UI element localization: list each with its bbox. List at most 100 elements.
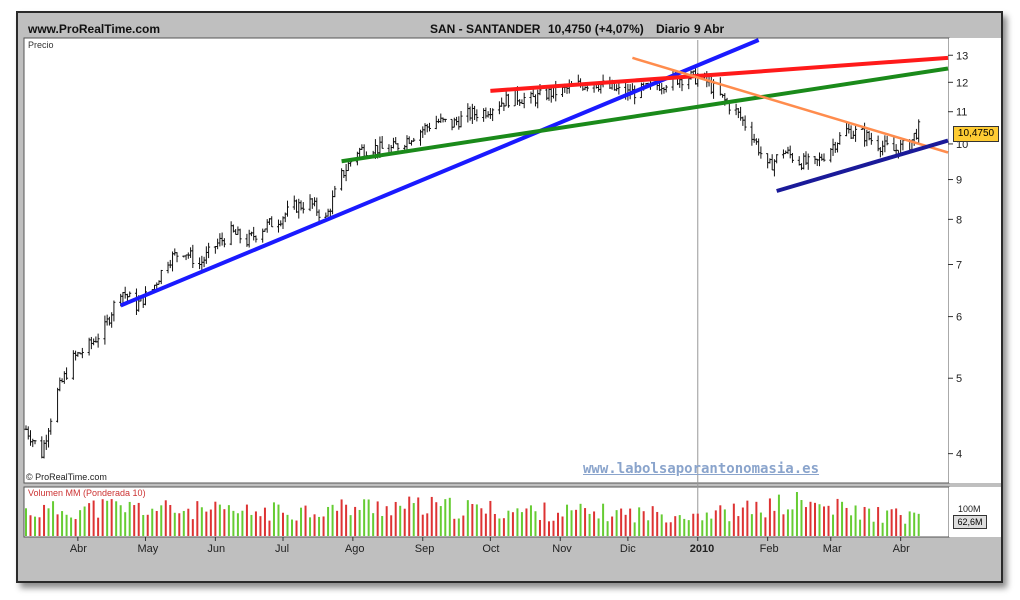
volume-bar <box>291 519 294 536</box>
volume-bar <box>633 522 636 536</box>
volume-bar <box>786 509 789 536</box>
volume-bar <box>187 508 190 536</box>
volume-bar <box>818 504 821 536</box>
volume-bar <box>714 510 717 536</box>
volume-bar <box>489 500 492 536</box>
volume-bar <box>579 503 582 536</box>
volume-bar <box>340 499 343 536</box>
volume-bar <box>692 513 695 536</box>
volume-bar <box>804 507 807 536</box>
volume-bar <box>791 509 794 536</box>
volume-bar <box>300 507 303 536</box>
volume-scale-label: 100M <box>958 504 981 514</box>
volume-bar <box>146 514 149 536</box>
y-tick-label: 12 <box>956 77 968 89</box>
volume-bar <box>241 510 244 536</box>
watermark-link[interactable]: www.labolsaporantonomasia.es <box>583 461 820 477</box>
volume-bar <box>313 514 316 536</box>
volume-bar <box>408 496 411 536</box>
volume-bar <box>381 516 384 536</box>
volume-bar <box>832 514 835 536</box>
volume-bar <box>498 518 501 536</box>
volume-bar <box>687 520 690 536</box>
volume-bar <box>363 499 366 536</box>
y-tick-label: 9 <box>956 175 962 187</box>
volume-bar <box>56 514 59 536</box>
volume-bar <box>813 502 816 536</box>
volume-bar <box>466 500 469 536</box>
volume-bar <box>534 511 537 536</box>
volume-bar <box>593 511 596 536</box>
volume-bar <box>385 506 388 536</box>
volume-bar <box>277 504 280 536</box>
volume-bar <box>597 518 600 536</box>
volume-bar <box>660 514 663 536</box>
volume-bar <box>877 507 880 536</box>
x-tick-label: Abr <box>893 543 910 555</box>
volume-bar <box>173 512 176 536</box>
x-tick-label: Mar <box>823 543 842 555</box>
price-axis-panel <box>949 38 1001 483</box>
volume-bar <box>890 509 893 536</box>
volume-bar <box>755 501 758 536</box>
volume-bar <box>863 506 866 536</box>
volume-bar <box>507 510 510 536</box>
volume-bar <box>268 520 271 536</box>
volume-bar <box>886 510 889 536</box>
volume-bar <box>349 515 352 536</box>
volume-bar <box>615 510 618 536</box>
volume-bar <box>602 503 605 536</box>
volume-bar <box>575 509 578 536</box>
volume-bar <box>160 505 163 536</box>
volume-bar <box>543 502 546 536</box>
volume-bar <box>484 513 487 536</box>
volume-bar <box>38 517 41 536</box>
volume-bar <box>827 505 830 536</box>
volume-bar <box>768 498 771 536</box>
volume-bar <box>101 499 104 536</box>
volume-bar <box>620 508 623 536</box>
trend-lines <box>119 38 949 308</box>
volume-bar <box>196 501 199 536</box>
volume-bar <box>705 512 708 536</box>
volume-bar <box>43 504 46 536</box>
volume-bar <box>570 510 573 536</box>
volume-bar <box>913 512 916 536</box>
copyright-label: © ProRealTime.com <box>26 472 107 482</box>
volume-bar <box>656 511 659 536</box>
y-tick-label: 11 <box>956 107 967 119</box>
volume-bar <box>205 511 208 536</box>
volume-bar <box>773 510 776 536</box>
price-panel <box>23 37 950 484</box>
volume-bar <box>331 504 334 536</box>
volume-bar <box>232 510 235 536</box>
volume-bar <box>759 512 762 536</box>
volume-bar <box>764 517 767 536</box>
y-tick-label: 4 <box>956 449 962 461</box>
volume-bar <box>899 515 902 536</box>
volume-bar <box>191 519 194 536</box>
date-label: 9 Abr <box>694 22 725 36</box>
volume-bar <box>854 505 857 536</box>
volume-bar <box>800 500 803 536</box>
volume-bar <box>529 505 532 536</box>
volume-bar <box>430 496 433 536</box>
volume-bar <box>115 501 118 536</box>
site-title: www.ProRealTime.com <box>28 22 161 36</box>
x-tick-label: Jul <box>275 543 289 555</box>
volume-bar <box>895 508 898 536</box>
volume-bar <box>651 506 654 536</box>
volume-bar <box>214 501 217 536</box>
volume-bar <box>475 504 478 536</box>
x-tick-label: Oct <box>482 543 499 555</box>
volume-bar <box>809 501 812 536</box>
volume-bar <box>318 516 321 536</box>
volume-bar <box>164 500 167 536</box>
volume-bar <box>737 516 740 536</box>
volume-bar <box>723 509 726 536</box>
volume-bar <box>110 499 113 536</box>
volume-bar <box>295 520 298 536</box>
volume-bar <box>584 508 587 536</box>
volume-bar <box>137 502 140 536</box>
